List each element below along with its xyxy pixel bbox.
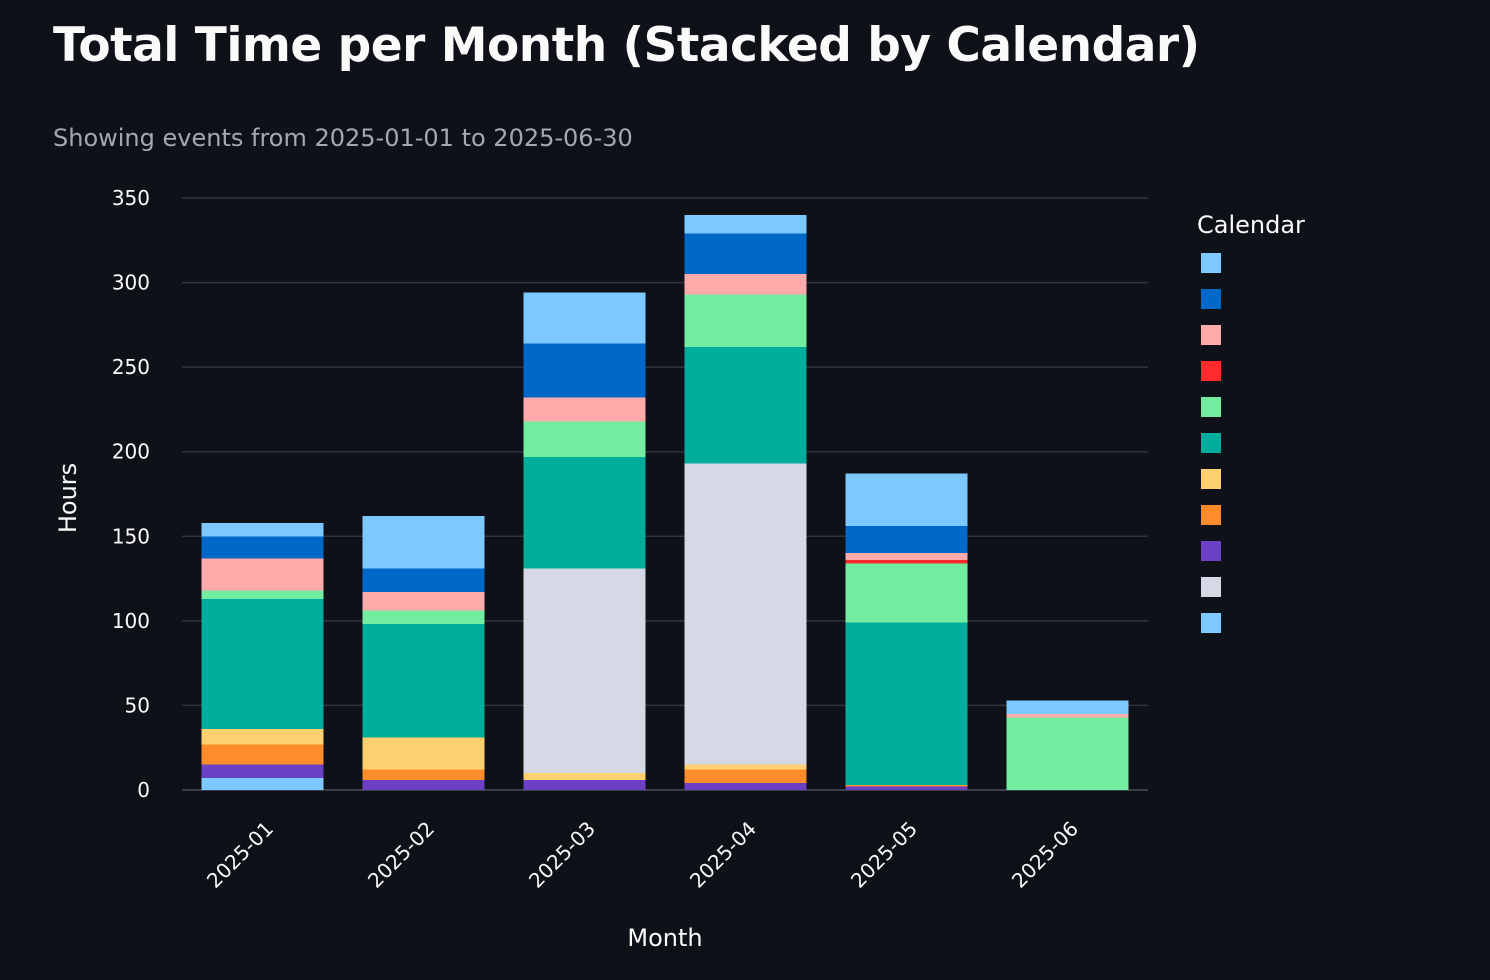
bar-segment[interactable]: [523, 292, 646, 344]
bar-segment[interactable]: [201, 558, 324, 591]
bar-segment[interactable]: [523, 397, 646, 422]
legend: Calendar: [1197, 211, 1305, 633]
x-tick-label: 2025-05: [846, 817, 922, 893]
bar-segment[interactable]: [362, 515, 485, 569]
bar-segment[interactable]: [684, 214, 807, 234]
bar-segment[interactable]: [201, 522, 324, 537]
legend-swatch[interactable]: [1201, 397, 1221, 417]
bar-segment[interactable]: [362, 769, 485, 780]
y-axis-ticks: 0 50 100 150 200 250 300 350: [112, 186, 150, 802]
y-tick-label: 150: [112, 524, 150, 548]
legend-swatch[interactable]: [1201, 361, 1221, 381]
legend-swatch[interactable]: [1201, 541, 1221, 561]
page-subtitle: Showing events from 2025-01-01 to 2025-0…: [53, 124, 633, 152]
y-tick-label: 0: [137, 778, 150, 802]
bar-segment[interactable]: [684, 783, 807, 790]
page-title: Total Time per Month (Stacked by Calenda…: [53, 18, 1200, 73]
bar-segment[interactable]: [684, 346, 807, 464]
bar-segment[interactable]: [845, 563, 968, 623]
x-axis-title: Month: [627, 924, 702, 952]
bar-segment[interactable]: [845, 473, 968, 527]
bar-segment[interactable]: [201, 598, 324, 730]
x-tick-label: 2025-03: [524, 817, 600, 893]
bar-segment[interactable]: [845, 559, 968, 564]
bar-segment[interactable]: [684, 274, 807, 295]
bar-segment[interactable]: [201, 744, 324, 765]
bar-segment[interactable]: [684, 233, 807, 275]
legend-swatch[interactable]: [1201, 325, 1221, 345]
y-tick-label: 50: [125, 693, 150, 717]
legend-swatch[interactable]: [1201, 469, 1221, 489]
bar-segment[interactable]: [523, 343, 646, 398]
bar-segment[interactable]: [201, 764, 324, 779]
gridlines: [182, 197, 1148, 791]
bar-segment[interactable]: [201, 778, 324, 790]
legend-swatch[interactable]: [1201, 289, 1221, 309]
y-tick-label: 300: [112, 271, 150, 295]
bar-segment[interactable]: [1006, 700, 1129, 714]
bar-segment[interactable]: [362, 592, 485, 611]
x-tick-label: 2025-02: [363, 817, 439, 893]
bar-segment[interactable]: [845, 622, 968, 785]
bar-segment[interactable]: [523, 456, 646, 569]
bar-segment[interactable]: [523, 779, 646, 790]
legend-swatch[interactable]: [1201, 253, 1221, 273]
bar-segment[interactable]: [845, 784, 968, 787]
bar-segment[interactable]: [1006, 717, 1129, 790]
bar-segment[interactable]: [201, 729, 324, 745]
bar-segment[interactable]: [362, 737, 485, 770]
bar-stacks: [201, 214, 1129, 790]
x-tick-label: 2025-04: [685, 817, 761, 893]
y-tick-label: 250: [112, 355, 150, 379]
bar-segment[interactable]: [362, 568, 485, 593]
bar-segment[interactable]: [523, 421, 646, 457]
bar-segment[interactable]: [362, 624, 485, 738]
legend-swatch[interactable]: [1201, 613, 1221, 633]
bar-segment[interactable]: [845, 786, 968, 790]
bar-segment[interactable]: [845, 553, 968, 560]
bar-segment[interactable]: [201, 590, 324, 599]
x-tick-label: 2025-06: [1007, 817, 1083, 893]
bar-segment[interactable]: [362, 779, 485, 790]
x-tick-label: 2025-01: [202, 817, 278, 893]
y-tick-label: 200: [112, 440, 150, 464]
bar-segment[interactable]: [684, 764, 807, 770]
legend-swatch[interactable]: [1201, 433, 1221, 453]
bar-segment[interactable]: [845, 526, 968, 554]
bar-segment[interactable]: [201, 536, 324, 559]
y-tick-label: 100: [112, 609, 150, 633]
bar-segment[interactable]: [1006, 713, 1129, 718]
legend-title: Calendar: [1197, 211, 1305, 239]
bar-segment[interactable]: [523, 773, 646, 780]
bar-segment[interactable]: [684, 294, 807, 347]
legend-swatch[interactable]: [1201, 505, 1221, 525]
x-axis-ticks: 2025-01 2025-02 2025-03 2025-04 2025-05 2025-…: [202, 817, 1083, 893]
bar-segment[interactable]: [684, 463, 807, 765]
bar-segment[interactable]: [362, 610, 485, 625]
bar-segment[interactable]: [523, 568, 646, 774]
y-axis-title: Hours: [54, 463, 82, 533]
y-tick-label: 350: [112, 186, 150, 210]
bar-segment[interactable]: [684, 769, 807, 784]
legend-swatch[interactable]: [1201, 577, 1221, 597]
